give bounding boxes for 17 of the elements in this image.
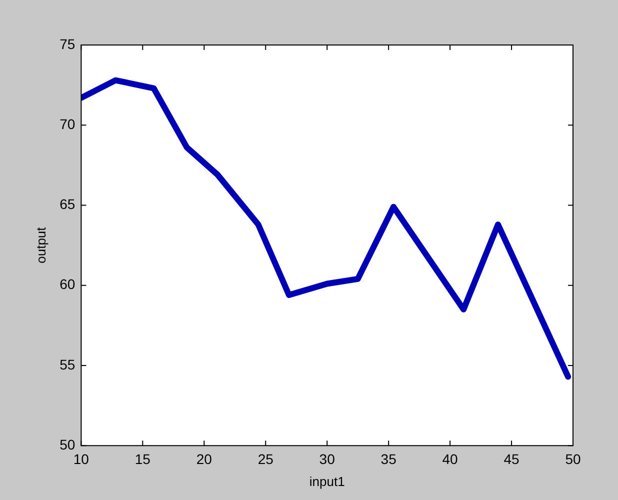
x-axis-title: input1	[309, 474, 345, 489]
x-tick-label: 20	[196, 450, 212, 467]
x-tick-label: 25	[258, 450, 274, 467]
x-tick-label: 40	[442, 450, 458, 467]
y-tick-label: 65	[60, 196, 76, 212]
y-tick-label: 60	[60, 276, 76, 292]
x-tick-label: 50	[565, 450, 581, 467]
y-axis-title: output	[33, 226, 48, 264]
y-tick-label: 70	[60, 116, 76, 132]
x-tick-label: 10	[73, 450, 90, 467]
x-tick-label: 35	[380, 450, 397, 467]
x-tick-label: 45	[504, 450, 520, 467]
x-tick-label: 15	[134, 450, 151, 467]
x-tick-label: 30	[319, 450, 336, 467]
y-tick-label: 50	[60, 436, 76, 452]
y-tick-label: 75	[60, 36, 76, 52]
y-tick-label: 55	[60, 356, 76, 372]
